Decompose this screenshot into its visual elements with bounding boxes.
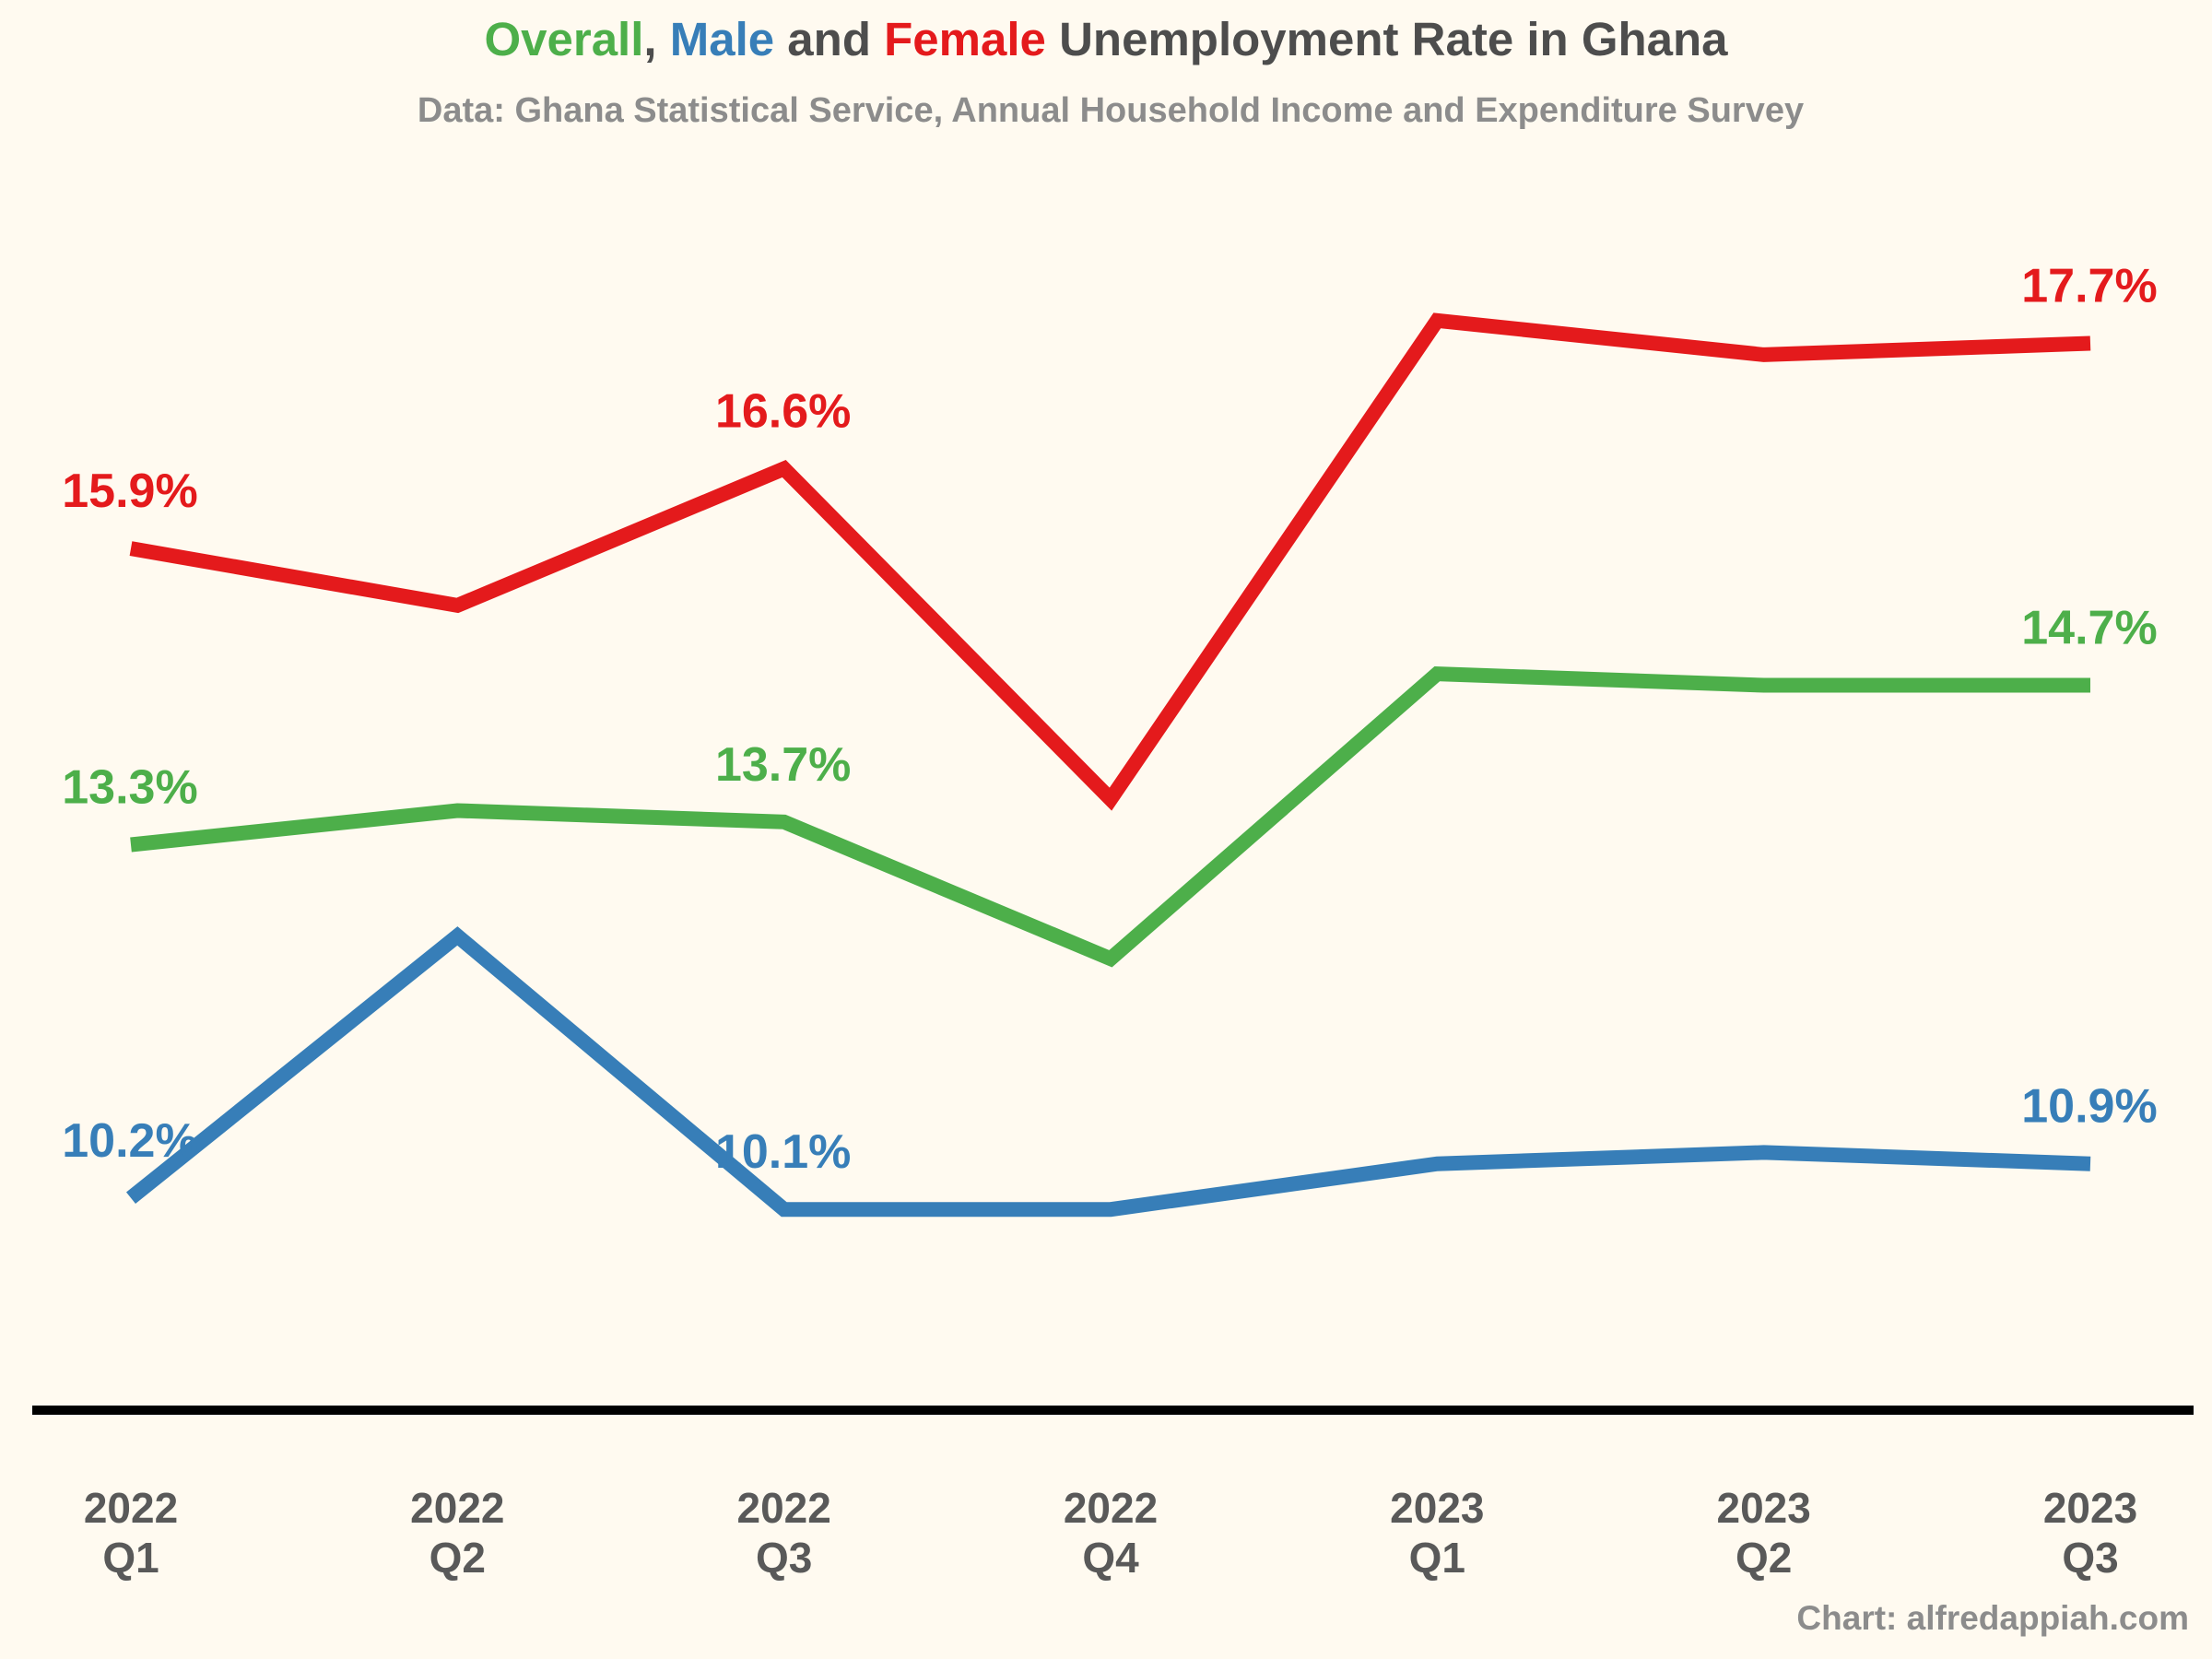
title-part-2: Male [670, 13, 774, 65]
x-tick-line: Q3 [2062, 1534, 2118, 1582]
x-tick-label: 2022 Q2 [410, 1484, 504, 1582]
data-label-female-0: 15.9% [62, 465, 197, 518]
data-label-layer: 15.9% 16.6% 17.7% 13.3% 13.7% 14.7% 10.2% 10.1%… [62, 260, 2157, 1180]
data-label-male-6: 10.9% [2021, 1080, 2157, 1134]
x-tick-line: Q1 [102, 1534, 159, 1582]
data-label-female-6: 17.7% [2021, 260, 2157, 313]
x-tick-line: Q4 [1082, 1534, 1139, 1582]
x-tick-label: 2023 Q1 [1390, 1484, 1484, 1582]
title-part-0: Overall [484, 13, 643, 65]
title-part-5: Unemployment Rate in Ghana [1046, 13, 1728, 65]
x-tick-line: 2022 [410, 1484, 504, 1532]
chart-title: Overall, Male and Female Unemployment Ra… [484, 13, 1728, 65]
x-tick-line: 2023 [2043, 1484, 2137, 1532]
data-label-overall-0: 13.3% [62, 761, 197, 815]
title-part-1: , [643, 13, 669, 65]
x-tick-label: 2023 Q3 [2043, 1484, 2137, 1582]
data-label-overall-6: 14.7% [2021, 601, 2157, 654]
x-tick-line: Q2 [1735, 1534, 1792, 1582]
x-tick-line: 2023 [1390, 1484, 1484, 1532]
x-tick-line: 2022 [736, 1484, 830, 1532]
data-label-male-2: 10.1% [715, 1125, 851, 1179]
series-line-male [125, 926, 2091, 1218]
x-tick-label: 2022 Q4 [1064, 1484, 1158, 1582]
x-tick-label: 2022 Q1 [84, 1484, 178, 1582]
x-tick-line: Q1 [1409, 1534, 1465, 1582]
series-line-overall [130, 665, 2090, 968]
chart-caption: Chart: alfredappiah.com [1796, 1599, 2189, 1637]
x-tick-line: Q2 [429, 1534, 486, 1582]
x-tick-label: 2022 Q3 [736, 1484, 830, 1582]
data-label-overall-2: 13.7% [715, 738, 851, 792]
x-tick-line: Q3 [756, 1534, 812, 1582]
title-part-3: and [774, 13, 884, 65]
series-layer [125, 312, 2091, 1218]
x-tick-line: 2022 [1064, 1484, 1158, 1532]
x-tick-line: 2023 [1716, 1484, 1810, 1532]
series-line-female [129, 312, 2091, 811]
chart-subtitle: Data: Ghana Statistical Service, Annual … [418, 91, 1804, 130]
x-tick-line: 2022 [84, 1484, 178, 1532]
data-label-male-0: 10.2% [62, 1114, 197, 1168]
x-tick-label: 2023 Q2 [1716, 1484, 1810, 1582]
title-part-4: Female [884, 13, 1046, 65]
data-label-female-2: 16.6% [715, 385, 851, 439]
